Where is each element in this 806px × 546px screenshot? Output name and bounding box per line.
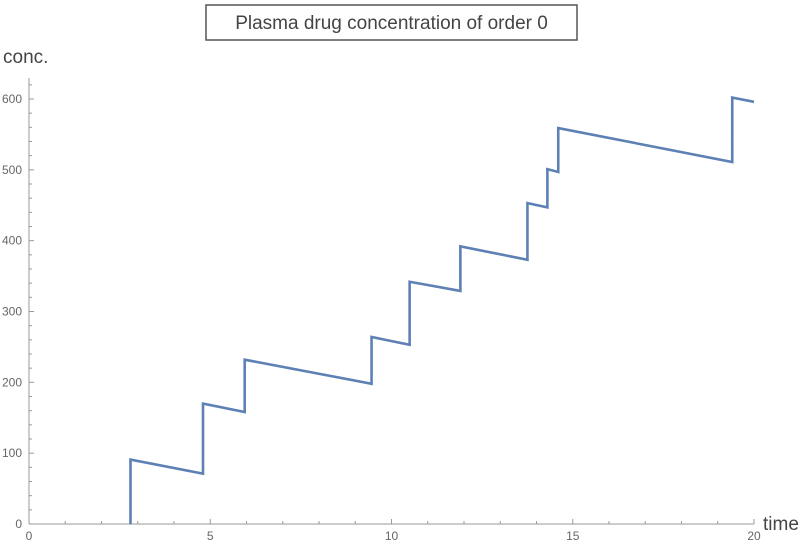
series-line-1 — [129, 96, 755, 524]
x-tick-label: 20 — [747, 529, 761, 543]
y-axis-label: conc. — [3, 47, 48, 68]
y-tick-label: 100 — [2, 446, 22, 460]
x-tick-label: 10 — [385, 529, 399, 543]
y-tick-label: 300 — [2, 305, 22, 319]
y-tick-label: 200 — [2, 375, 22, 389]
series-layer — [129, 96, 755, 524]
x-axis-label: time — [763, 514, 799, 535]
y-tick-label: 500 — [2, 163, 22, 177]
y-tick-label: 600 — [2, 92, 22, 106]
title-box: Plasma drug concentration of order 0 — [205, 4, 578, 41]
y-tick-label: 400 — [2, 234, 22, 248]
chart-title: Plasma drug concentration of order 0 — [235, 13, 548, 34]
x-tick-label: 0 — [26, 529, 33, 543]
x-tick-label: 5 — [207, 529, 214, 543]
y-tick-label: 0 — [15, 517, 22, 531]
x-tick-label: 15 — [566, 529, 580, 543]
